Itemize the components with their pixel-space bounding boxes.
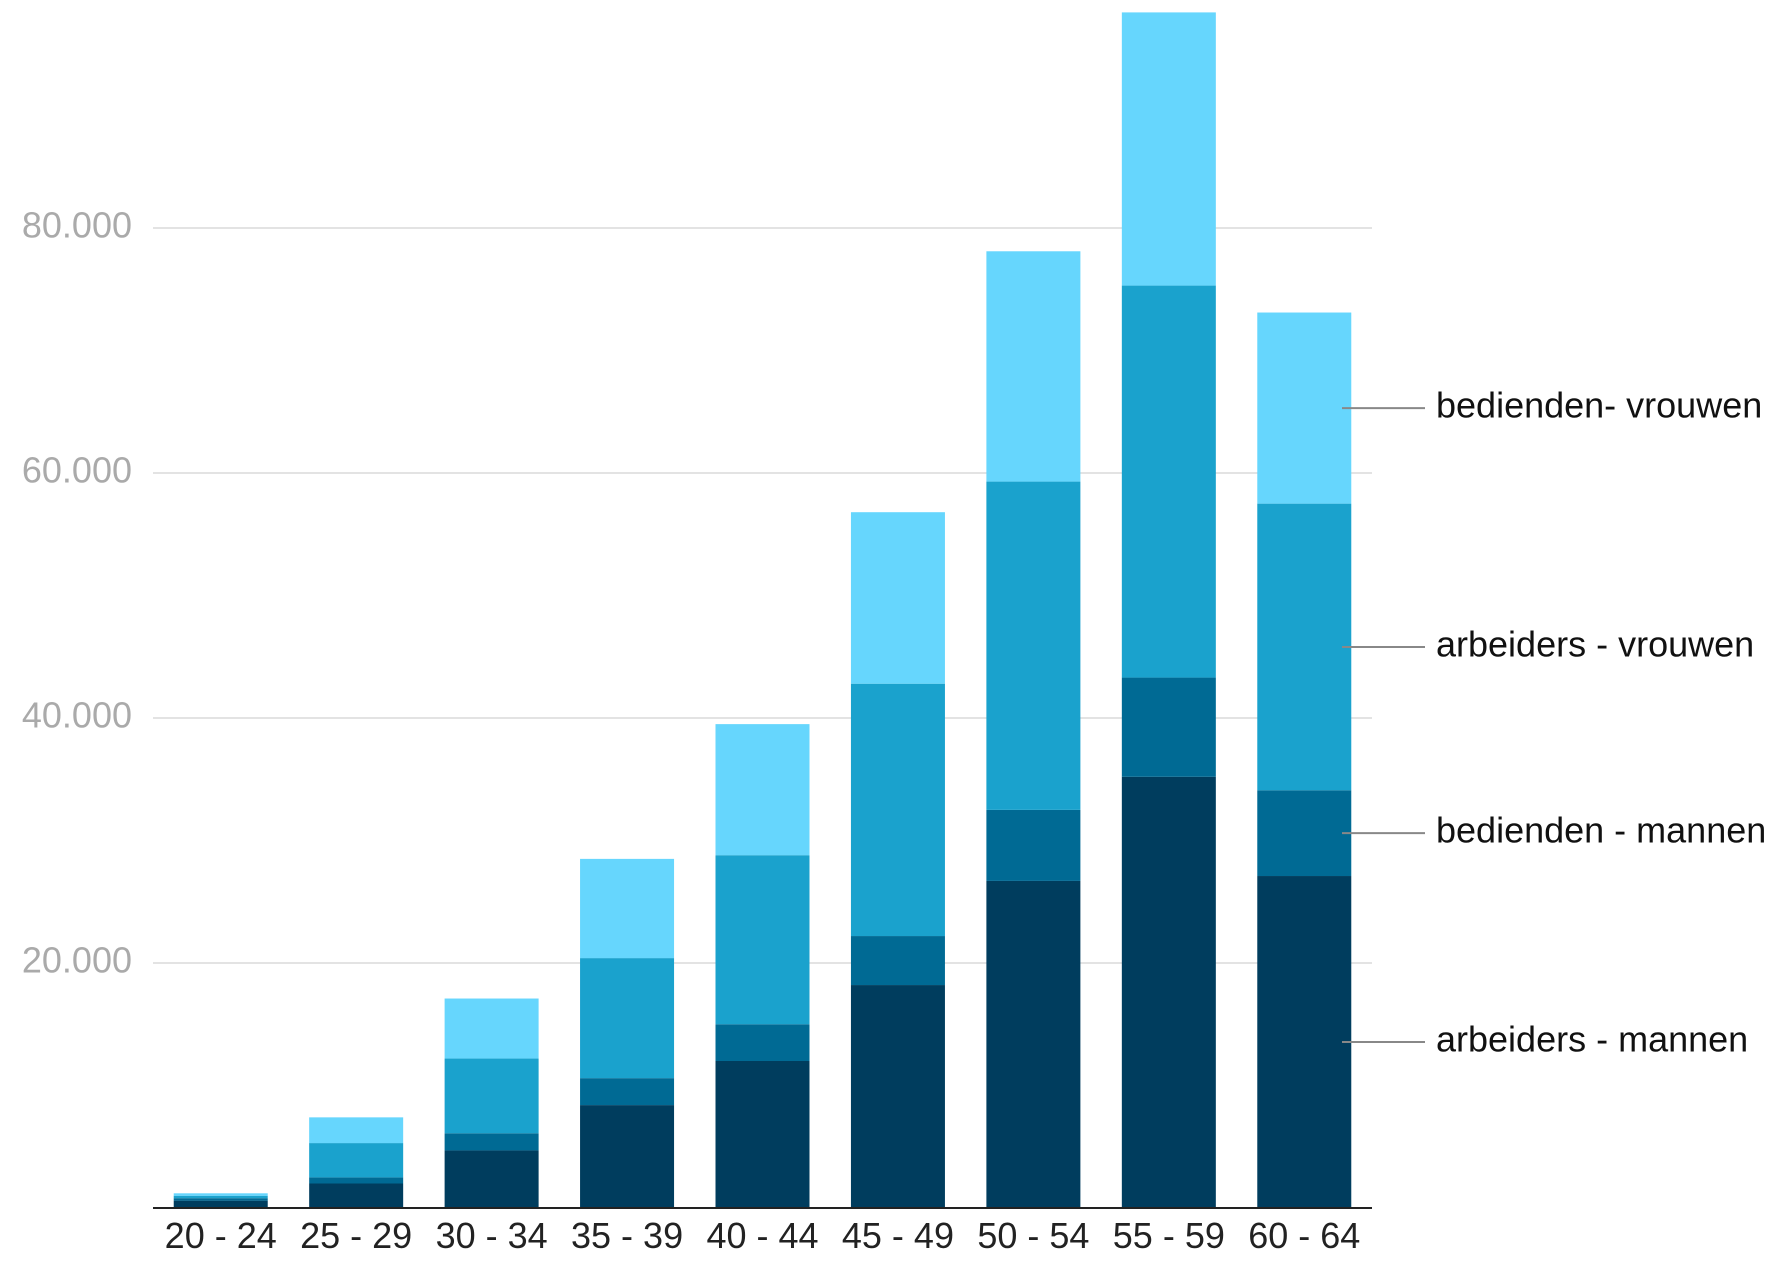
y-tick-label: 20.000	[22, 940, 132, 981]
y-tick-label: 60.000	[22, 450, 132, 491]
legend-label: bedienden- vrouwen	[1436, 385, 1762, 426]
legend-label: arbeiders - mannen	[1436, 1019, 1748, 1060]
bars	[173, 12, 1352, 1208]
bar-segment	[715, 1061, 810, 1208]
bar-stack	[173, 1193, 268, 1208]
bar-segment	[715, 724, 810, 856]
x-tick-label: 50 - 54	[977, 1215, 1089, 1256]
bar-segment	[1121, 12, 1216, 286]
bar-segment	[580, 858, 675, 959]
x-tick-label: 20 - 24	[165, 1215, 277, 1256]
x-tick-label: 30 - 34	[436, 1215, 548, 1256]
bar-segment	[444, 1058, 539, 1134]
bar-segment	[309, 1143, 404, 1178]
legend-label: arbeiders - vrouwen	[1436, 623, 1754, 664]
bar-stack	[309, 1117, 404, 1208]
bar-segment	[850, 936, 945, 986]
bar-segment	[444, 1133, 539, 1151]
bar-segment	[1121, 285, 1216, 678]
bar-stack	[715, 724, 810, 1208]
y-tick-label: 80.000	[22, 205, 132, 246]
x-tick-label: 60 - 64	[1248, 1215, 1360, 1256]
bar-segment	[1257, 790, 1352, 877]
bar-segment	[173, 1193, 268, 1196]
y-tick-label: 40.000	[22, 695, 132, 736]
x-tick-label: 25 - 29	[300, 1215, 412, 1256]
bar-segment	[1121, 776, 1216, 1208]
y-axis-ticks: 20.000 40.000 60.000 80.000	[22, 205, 132, 981]
bar-segment	[850, 985, 945, 1208]
bar-stack	[986, 251, 1081, 1208]
bar-segment	[309, 1177, 404, 1184]
x-axis-labels: 20 - 24 25 - 29 30 - 34 35 - 39 40 - 44 45 - …	[165, 1215, 1361, 1256]
bar-segment	[986, 251, 1081, 482]
bar-segment	[309, 1183, 404, 1208]
bar-stack	[850, 512, 945, 1208]
bar-stack	[1121, 12, 1216, 1208]
x-tick-label: 40 - 44	[706, 1215, 818, 1256]
bar-segment	[1257, 312, 1352, 504]
legend: arbeiders - mannen bedienden - mannen arbe…	[1342, 385, 1766, 1060]
x-tick-label: 55 - 59	[1113, 1215, 1225, 1256]
bar-segment	[173, 1198, 268, 1201]
bar-segment	[444, 998, 539, 1059]
bar-stack	[444, 998, 539, 1208]
bar-segment	[986, 481, 1081, 810]
bar-segment	[580, 1105, 675, 1208]
bar-segment	[1257, 876, 1352, 1208]
bar-segment	[986, 880, 1081, 1208]
legend-label: bedienden - mannen	[1436, 810, 1766, 851]
bar-segment	[850, 683, 945, 937]
bar-segment	[1121, 677, 1216, 777]
bar-segment	[1257, 503, 1352, 791]
bar-stack	[1257, 312, 1352, 1208]
bar-stack	[580, 858, 675, 1208]
bar-segment	[580, 958, 675, 1079]
bar-segment	[173, 1200, 268, 1208]
bar-segment	[580, 1078, 675, 1106]
bar-segment	[715, 1024, 810, 1061]
bar-segment	[986, 809, 1081, 881]
bar-segment	[715, 855, 810, 1025]
bar-segment	[309, 1117, 404, 1144]
bar-segment	[173, 1195, 268, 1199]
bar-segment	[850, 512, 945, 684]
bar-segment	[444, 1150, 539, 1208]
x-tick-label: 35 - 39	[571, 1215, 683, 1256]
x-tick-label: 45 - 49	[842, 1215, 954, 1256]
